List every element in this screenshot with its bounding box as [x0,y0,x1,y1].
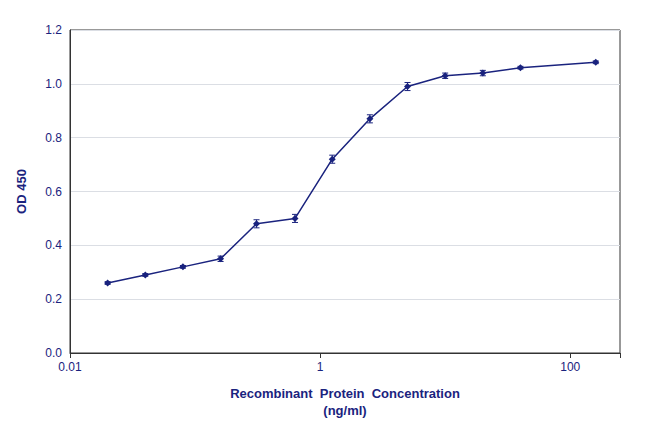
svg-text:0.6: 0.6 [45,185,62,199]
svg-text:0.0: 0.0 [45,346,62,360]
svg-text:1.0: 1.0 [45,77,62,91]
svg-text:1.2: 1.2 [45,23,62,37]
svg-text:Recombinant Protein Concentr: Recombinant Protein Concentration [230,386,460,401]
svg-text:0.2: 0.2 [45,292,62,306]
svg-text:0.01: 0.01 [58,360,82,374]
svg-text:1: 1 [317,360,324,374]
svg-text:(ng/ml): (ng/ml) [323,403,366,418]
svg-text:OD 450: OD 450 [14,169,29,214]
svg-text:0.4: 0.4 [45,238,62,252]
svg-text:100: 100 [560,360,580,374]
svg-text:0.8: 0.8 [45,131,62,145]
